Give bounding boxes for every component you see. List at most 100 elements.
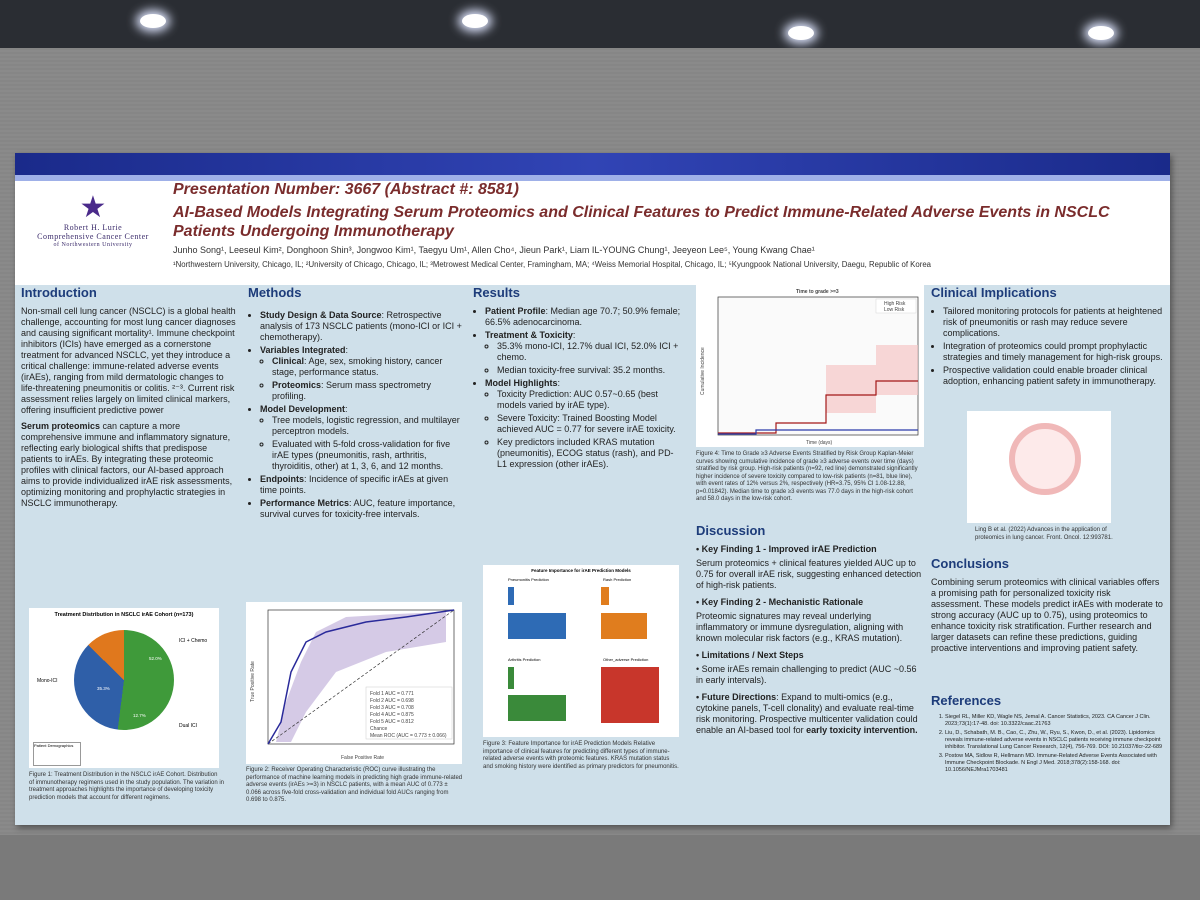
roc-legend-entry: Fold 1 AUC = 0.771: [370, 691, 414, 697]
lung-icon: [1009, 423, 1081, 495]
results-column: Results Patient Profile: Median age 70.7…: [473, 285, 683, 472]
discussion-text: • Future Directions: Expand to multi-omi…: [696, 692, 918, 735]
roc-y-label: True Positive Rate: [250, 661, 256, 702]
discussion-heading: Discussion: [696, 523, 766, 538]
panel-title: Pneumonitis Prediction: [508, 577, 549, 582]
figure-2-caption: Figure 2: Receiver Operating Characteris…: [246, 767, 463, 803]
discussion-subheading: • Key Finding 1 - Improved irAE Predicti…: [696, 544, 877, 554]
references-heading: References: [931, 693, 1002, 708]
methods-item: Model Development: Tree models, logistic…: [260, 404, 466, 472]
figure-3-feature-importance: Feature Importance for irAE Prediction M…: [483, 565, 679, 737]
ceiling: [0, 0, 1200, 48]
km-legend-entry: Low Risk: [884, 307, 905, 313]
bar: [508, 667, 514, 689]
roc-legend-entry: Chance: [370, 726, 387, 732]
discussion-subheading: • Key Finding 2 - Mechanistic Rationale: [696, 597, 864, 607]
header-band: [15, 153, 1170, 177]
star-icon: ★: [79, 191, 107, 224]
methods-item: Study Design & Data Source: Retrospectiv…: [260, 310, 466, 343]
ceiling-light: [1088, 26, 1114, 40]
reference-item: Liu, D., Schabath, M. B., Cao, C., Zhu, …: [945, 730, 1163, 751]
logo-line: Comprehensive Cancer Center: [37, 232, 149, 241]
roc-legend-entry: Mean ROC (AUC = 0.773 ± 0.066): [370, 733, 447, 739]
figure-3-caption: Figure 3: Feature Importance for irAE Pr…: [483, 741, 679, 770]
discussion-subheading: • Limitations / Next Steps: [696, 650, 804, 660]
institution-logo: ★ Robert H. Lurie Comprehensive Cancer C…: [23, 193, 163, 250]
km-plot: Time to grade >=3 High Risk Low Risk Tim…: [700, 289, 919, 446]
results-list: Patient Profile: Median age 70.7; 50.9% …: [473, 306, 683, 470]
floor: [0, 835, 1200, 900]
figure-title: Treatment Distribution in NSCLC irAE Coh…: [54, 612, 194, 618]
pie-percent: 52.0%: [149, 656, 162, 661]
ceiling-light: [140, 14, 166, 28]
references-section: References Siegel RL, Miller KD, Wagle N…: [931, 693, 1163, 776]
roc-legend-entry: Fold 4 AUC = 0.875: [370, 712, 414, 718]
discussion-text: • Some irAEs remain challenging to predi…: [696, 664, 917, 685]
methods-item: Variables Integrated: Clinical: Age, sex…: [260, 345, 466, 402]
methods-item: Performance Metrics: AUC, feature import…: [260, 498, 466, 520]
logo-line: Robert H. Lurie: [63, 223, 123, 232]
pie-chart: [74, 630, 174, 730]
poster-title: AI-Based Models Integrating Serum Proteo…: [173, 204, 1110, 240]
roc-plot: Fold 1 AUC = 0.771 Fold 2 AUC = 0.698 Fo…: [250, 609, 455, 761]
bold-term: Serum proteomics: [21, 421, 101, 431]
km-title: Time to grade >=3: [796, 289, 839, 295]
bar: [601, 667, 659, 723]
panel-title: Rash Prediction: [603, 577, 632, 582]
introduction-column: Introduction Non-small cell lung cancer …: [21, 285, 239, 509]
pie-label: ICI + Chemo: [179, 638, 208, 644]
poster-header: ★ Robert H. Lurie Comprehensive Cancer C…: [15, 153, 1170, 285]
clinical-heading: Clinical Implications: [931, 285, 1057, 300]
discussion-text: Proteomic signatures may reveal underlyi…: [696, 611, 904, 643]
roc-x-label: False Positive Rate: [341, 755, 384, 761]
roc-legend-entry: Fold 3 AUC = 0.708: [370, 705, 414, 711]
panel-title: Other_adverse Prediction: [603, 657, 649, 662]
discussion-text: Serum proteomics + clinical features yie…: [696, 558, 922, 590]
methods-heading: Methods: [248, 285, 302, 300]
panel-title: Arthritis Prediction: [508, 657, 541, 662]
figure-title: Feature Importance for irAE Prediction M…: [531, 568, 631, 573]
pie-percent: 35.3%: [97, 686, 110, 691]
demographics-box: Patient Demographics: [33, 742, 81, 766]
figure-2-roc-curve: Fold 1 AUC = 0.771 Fold 2 AUC = 0.698 Fo…: [246, 602, 462, 764]
paragraph-text: can capture a more comprehensive immune …: [21, 421, 233, 508]
intro-paragraph: Non-small cell lung cancer (NSCLC) is a …: [21, 306, 236, 415]
figure-4-km-curve: Time to grade >=3 High Risk Low Risk Tim…: [696, 285, 924, 447]
methods-list: Study Design & Data Source: Retrospectiv…: [248, 310, 466, 520]
clinical-list: Tailored monitoring protocols for patien…: [931, 306, 1163, 387]
authors: Junho Song¹, Leeseul Kim², Donghoon Shin…: [173, 245, 815, 255]
ceiling-light: [788, 26, 814, 40]
bar: [508, 587, 514, 605]
methods-item: Endpoints: Incidence of specific irAEs a…: [260, 474, 466, 496]
intro-paragraph-2: Serum proteomics can capture a more comp…: [21, 421, 239, 509]
proteomics-diagram: [967, 411, 1111, 523]
roc-legend-entry: Fold 2 AUC = 0.698: [370, 698, 414, 704]
research-poster: ★ Robert H. Lurie Comprehensive Cancer C…: [15, 153, 1170, 825]
reference-item: Postow MA, Sidlow R, Hellmann MD. Immune…: [945, 753, 1163, 774]
conclusions-text: Combining serum proteomics with clinical…: [931, 577, 1163, 653]
figure-1-pie-chart: Treatment Distribution in NSCLC irAE Coh…: [29, 608, 219, 768]
pie-label: Dual ICI: [179, 723, 198, 729]
methods-column: Methods Study Design & Data Source: Retr…: [248, 285, 466, 522]
pie-label: Mono-ICI: [37, 678, 58, 684]
bar: [508, 695, 566, 721]
image-credit: Ling B et al. (2022) Advances in the app…: [975, 527, 1113, 541]
ceiling-light: [462, 14, 488, 28]
introduction-heading: Introduction: [21, 285, 97, 300]
conclusions-section: Conclusions Combining serum proteomics w…: [931, 556, 1163, 654]
figure-1-caption: Figure 1: Treatment Distribution in the …: [29, 772, 225, 801]
km-x-label: Time (days): [806, 440, 833, 446]
km-y-label: Cumulative Incidence: [700, 347, 706, 395]
figure-4-caption: Figure 4: Time to Grade ≥3 Adverse Event…: [696, 451, 918, 502]
pie-percent: 12.7%: [133, 713, 146, 718]
km-legend-entry: High Risk: [884, 301, 906, 307]
presentation-number: Presentation Number: 3667 (Abstract #: 8…: [173, 181, 519, 198]
reference-item: Siegel RL, Miller KD, Wagle NS, Jemal A.…: [945, 714, 1163, 728]
affiliations: ¹Northwestern University, Chicago, IL; ²…: [173, 260, 931, 269]
conclusions-heading: Conclusions: [931, 556, 1010, 571]
logo-line: of Northwestern University: [53, 242, 133, 248]
discussion-column: Discussion • Key Finding 1 - Improved ir…: [696, 523, 924, 736]
results-heading: Results: [473, 285, 520, 300]
bar: [601, 587, 609, 605]
bar: [601, 613, 647, 639]
